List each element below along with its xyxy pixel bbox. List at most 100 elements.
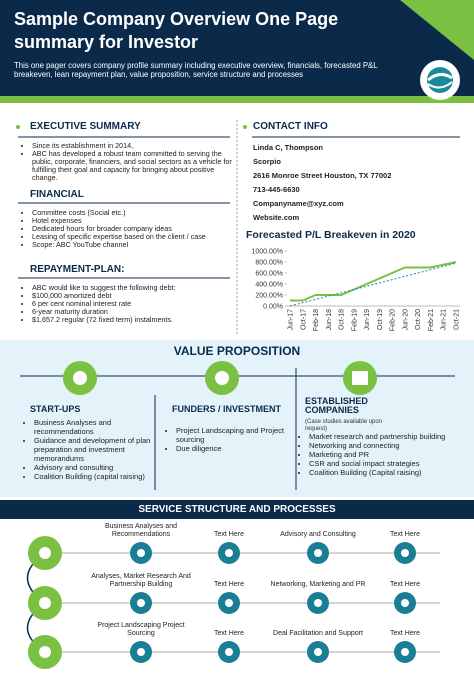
step-label: Analyses, Market Research And Partnershi… — [91, 573, 191, 588]
column-heading: START-UPS — [30, 404, 81, 414]
section-heading: FINANCIAL — [30, 189, 84, 200]
bullet-item: Hotel expenses — [32, 217, 237, 225]
x-tick-label: Feb-18 — [313, 309, 320, 331]
step-glyph — [137, 648, 145, 656]
step-label: Text Here — [214, 581, 244, 588]
column-note: (Case studies available upon request) — [305, 419, 383, 432]
step-label: Deal Facilitation and Support — [273, 630, 363, 637]
bullet-item: Dedicated hours for broader company idea… — [32, 225, 237, 233]
x-tick-label: Oct-18 — [339, 309, 346, 330]
x-tick-label: Feb-21 — [428, 309, 435, 331]
bullet-list: Business Analyses and recommendationsGui… — [24, 418, 159, 481]
title: Sample Company Overview One Page summary… — [14, 9, 339, 52]
bullet-list: Since its establishment in 2014,ABC has … — [22, 142, 237, 182]
step-label: Networking, Marketing and PR — [270, 581, 366, 588]
step-glyph — [314, 549, 322, 557]
x-tick-label: Jun-19 — [364, 309, 371, 331]
x-tick-label: Oct-20 — [415, 309, 422, 330]
contact-line: 2616 Monroe Street Houston, TX 77002 — [253, 171, 392, 180]
step-label: Text Here — [390, 581, 420, 588]
bullet-list: Market research and partnership building… — [299, 432, 464, 477]
x-tick-label: Jun-20 — [402, 309, 409, 331]
bullet-list: ABC would like to suggest the following … — [22, 284, 237, 324]
section-heading: EXECUTIVE SUMMARY — [30, 121, 141, 132]
contact-line: Linda C, Thompson — [253, 143, 323, 152]
bullet-item: Since its establishment in 2014, — [32, 142, 237, 150]
step-glyph — [137, 599, 145, 607]
bullet-item: $100,000 amortized debt — [32, 292, 237, 300]
y-tick-label: 800.00% — [255, 260, 283, 267]
bullet-item: Coalition Building (Capital raising) — [309, 468, 464, 477]
step-label: Text Here — [214, 630, 244, 637]
description: This one pager covers company profile su… — [14, 61, 378, 79]
y-tick-label: 600.00% — [255, 271, 283, 278]
icon-glyph — [39, 597, 51, 609]
step-glyph — [401, 549, 409, 557]
contact-lines: Linda C, Thompson Scorpio 2616 Monroe Stre… — [253, 141, 463, 225]
contact-line: 713-445-6630 — [253, 185, 300, 194]
bullet-item: Business Analyses and recommendations — [34, 418, 159, 436]
y-tick-label: 200.00% — [255, 293, 283, 300]
step-label: Advisory and Consulting — [280, 531, 356, 538]
bullet-item: Marketing and PR — [309, 450, 464, 459]
bullet-item: 6-year maturity duration — [32, 308, 237, 316]
bullet-item: Due diligence — [176, 444, 301, 453]
step-glyph — [225, 549, 233, 557]
section-heading: SERVICE STRUCTURE AND PROCESSES — [138, 504, 336, 515]
bullet-item: $1,657.2 regular (72 fixed term) instalm… — [32, 316, 237, 324]
bullet-item: 6 per cent nominal interest rate — [32, 300, 237, 308]
contact-line: Website.com — [253, 213, 300, 222]
line-series — [290, 261, 457, 302]
step-glyph — [137, 549, 145, 557]
step-glyph — [225, 648, 233, 656]
step-glyph — [314, 648, 322, 656]
contact-line: Scorpio — [253, 157, 281, 166]
x-tick-label: Feb-20 — [390, 309, 397, 331]
step-label: Text Here — [390, 531, 420, 538]
step-label: Business Analyses and Recommendations — [105, 523, 177, 538]
section-heading: REPAYMENT-PLAN: — [30, 264, 125, 275]
step-label: Text Here — [214, 531, 244, 538]
y-tick-label: 0.00% — [263, 304, 283, 311]
bullet-item: ABC has developed a robust team committe… — [32, 150, 237, 182]
step-glyph — [401, 648, 409, 656]
x-tick-label: Oct-19 — [377, 309, 384, 330]
step-label: Project Landscaping Project Sourcing — [97, 622, 185, 637]
bullet-item: Advisory and consulting — [34, 463, 159, 472]
x-tick-label: Jun-21 — [441, 309, 448, 331]
section-heading: CONTACT INFO — [253, 121, 328, 132]
bullet-item: Market research and partnership building — [309, 432, 464, 441]
bullet-item: Scope: ABC YouTube channel — [32, 241, 237, 249]
step-glyph — [225, 599, 233, 607]
x-tick-label: Oct-17 — [300, 309, 307, 330]
icon-glyph — [39, 547, 51, 559]
step-glyph — [401, 599, 409, 607]
bullet-item: Guidance and development of plan prepara… — [34, 436, 159, 463]
x-tick-label: Jun-17 — [288, 309, 295, 331]
x-tick-label: Jun-18 — [326, 309, 333, 331]
y-tick-label: 1000.00% — [251, 249, 283, 256]
contact-line: Companyname@xyz.com — [253, 199, 344, 208]
bullet-item: ABC would like to suggest the following … — [32, 284, 237, 292]
icon-glyph — [39, 646, 51, 658]
step-glyph — [314, 599, 322, 607]
bullet-item: Networking and connecting — [309, 441, 464, 450]
column-heading: ESTABLISHED COMPANIES — [305, 396, 368, 415]
bullet-item: Project Landscaping and Project sourcing — [176, 426, 301, 444]
line-series — [289, 262, 457, 307]
x-tick-label: Oct-21 — [454, 309, 461, 330]
bullet-item: Coalition Building (capital raising) — [34, 472, 159, 481]
chart: 0.00% 200.00% 400.00% 600.00% 800.00% 1000.00… — [251, 249, 461, 332]
step-label: Text Here — [390, 630, 420, 637]
bullet-item: Committee costs (Social etc.) — [32, 209, 237, 217]
bullet-item: CSR and social impact strategies — [309, 459, 464, 468]
bullet-item: Leasing of specific expertise based on t… — [32, 233, 237, 241]
x-tick-label: Feb-19 — [351, 309, 358, 331]
chart-title: Forecasted P/L Breakeven in 2020 — [246, 229, 416, 241]
column-heading: FUNDERS / INVESTMENT — [172, 404, 282, 414]
y-tick-label: 400.00% — [255, 282, 283, 289]
bullet-list: Committee costs (Social etc.)Hotel expen… — [22, 209, 237, 249]
